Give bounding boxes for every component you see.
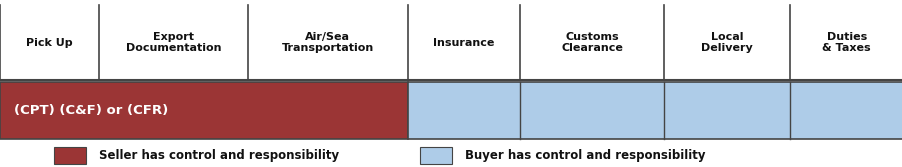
Text: Air/Sea
Transportation: Air/Sea Transportation [281,32,373,53]
Text: Duties
& Taxes: Duties & Taxes [822,32,870,53]
Text: Local
Delivery: Local Delivery [701,32,752,53]
Text: Pick Up: Pick Up [26,38,73,48]
Text: Buyer has control and responsibility: Buyer has control and responsibility [465,149,704,162]
Bar [407,82,902,139]
Text: Insurance: Insurance [433,38,494,48]
Text: (CPT) (C&F) or (CFR): (CPT) (C&F) or (CFR) [14,104,168,117]
Text: Customs
Clearance: Customs Clearance [561,32,622,53]
Bar [54,147,86,164]
Text: Export
Documentation: Export Documentation [125,32,221,53]
Bar [0,82,407,139]
Text: Seller has control and responsibility: Seller has control and responsibility [99,149,339,162]
Bar [419,147,451,164]
